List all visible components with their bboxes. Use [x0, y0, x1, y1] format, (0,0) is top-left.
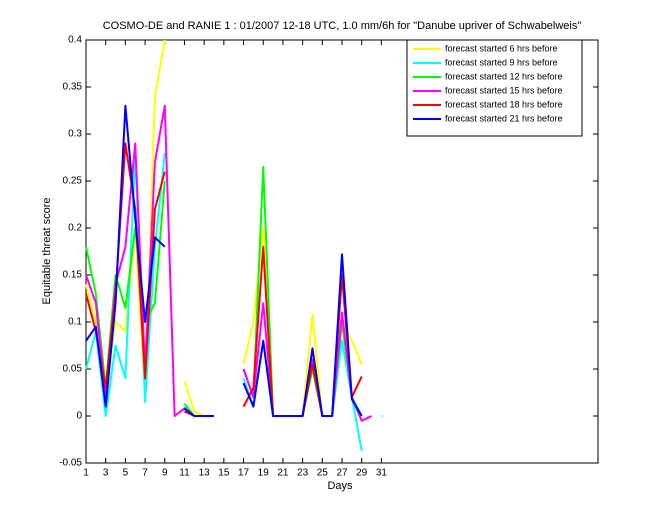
series-line — [85, 104, 363, 417]
x-tick-label: 13 — [199, 468, 211, 479]
x-tick-label: 15 — [218, 468, 230, 479]
x-tick-label: 21 — [277, 468, 289, 479]
x-tick-label: 25 — [317, 468, 329, 479]
y-tick-label: 0.3 — [68, 129, 82, 140]
y-tick-label: 0.1 — [68, 317, 82, 328]
x-tick-label: 23 — [297, 468, 309, 479]
x-tick-label: 5 — [123, 468, 129, 479]
y-tick-label: -0.05 — [59, 458, 82, 469]
y-tick-label: 0.4 — [68, 35, 82, 46]
legend-label: forecast started 12 hrs before — [445, 71, 563, 81]
x-tick-label: 9 — [162, 468, 168, 479]
y-axis-label: Equitable threat score — [41, 197, 53, 304]
y-tick-label: 0.35 — [63, 82, 83, 93]
legend-label: forecast started 9 hrs before — [445, 57, 558, 67]
legend-label: forecast started 15 hrs before — [445, 85, 563, 95]
legend-label: forecast started 21 hrs before — [445, 113, 563, 123]
x-tick-label: 17 — [238, 468, 250, 479]
y-tick-label: 0.15 — [63, 270, 83, 281]
legend-label: forecast started 6 hrs before — [445, 43, 558, 53]
x-tick-label: 19 — [258, 468, 270, 479]
x-tick-label: 27 — [336, 468, 348, 479]
x-tick-label: 7 — [142, 468, 148, 479]
legend-label: forecast started 18 hrs before — [445, 99, 563, 109]
x-axis-label: Days — [327, 480, 353, 492]
y-tick-label: 0.25 — [63, 176, 83, 187]
y-tick-label: 0 — [76, 411, 82, 422]
chart-title: COSMO-DE and RANIE 1 : 01/2007 12-18 UTC… — [103, 20, 582, 32]
x-tick-label: 11 — [179, 468, 190, 479]
x-tick-label: 1 — [83, 468, 89, 479]
x-tick-label: 31 — [376, 468, 388, 479]
y-tick-label: 0.05 — [63, 364, 83, 375]
y-tick-label: 0.2 — [68, 223, 82, 234]
x-tick-label: 29 — [356, 468, 368, 479]
x-tick-label: 3 — [103, 468, 109, 479]
